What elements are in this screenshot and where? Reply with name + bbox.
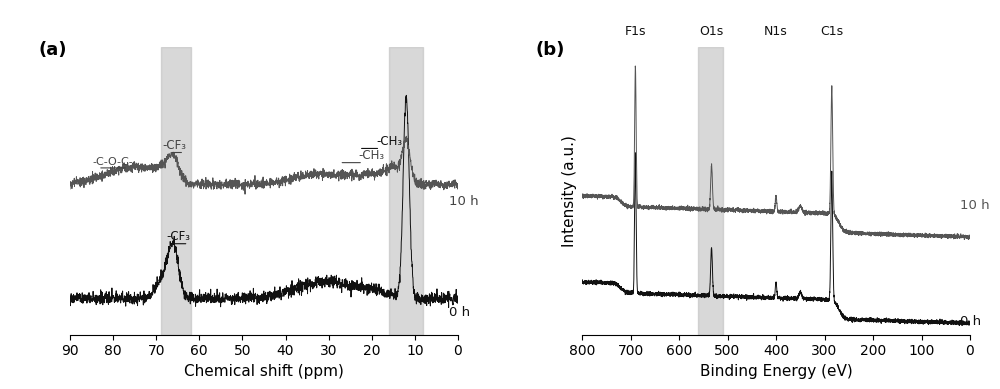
X-axis label: Chemical shift (ppm): Chemical shift (ppm) — [184, 364, 344, 379]
Text: -CH₃: -CH₃ — [359, 149, 385, 162]
Text: O1s: O1s — [699, 25, 724, 39]
Text: C1s: C1s — [820, 25, 843, 39]
Bar — [389, 47, 423, 335]
Bar — [698, 47, 723, 335]
Text: 0 h: 0 h — [449, 306, 470, 319]
Text: -CH₃: -CH₃ — [376, 135, 402, 148]
Y-axis label: Intensity (a.u.): Intensity (a.u.) — [562, 135, 577, 247]
Text: -CF₃: -CF₃ — [167, 230, 191, 243]
Text: (b): (b) — [536, 41, 565, 59]
Text: N1s: N1s — [764, 25, 788, 39]
Text: -C-O-C-: -C-O-C- — [93, 157, 133, 167]
Text: (a): (a) — [39, 41, 67, 59]
Bar — [161, 47, 191, 335]
Text: 10 h: 10 h — [449, 195, 479, 208]
Text: 0 h: 0 h — [960, 315, 981, 328]
Text: -CF₃: -CF₃ — [162, 139, 186, 152]
Text: 10 h: 10 h — [960, 199, 990, 212]
Text: F1s: F1s — [625, 25, 646, 39]
X-axis label: Binding Energy (eV): Binding Energy (eV) — [700, 364, 852, 379]
